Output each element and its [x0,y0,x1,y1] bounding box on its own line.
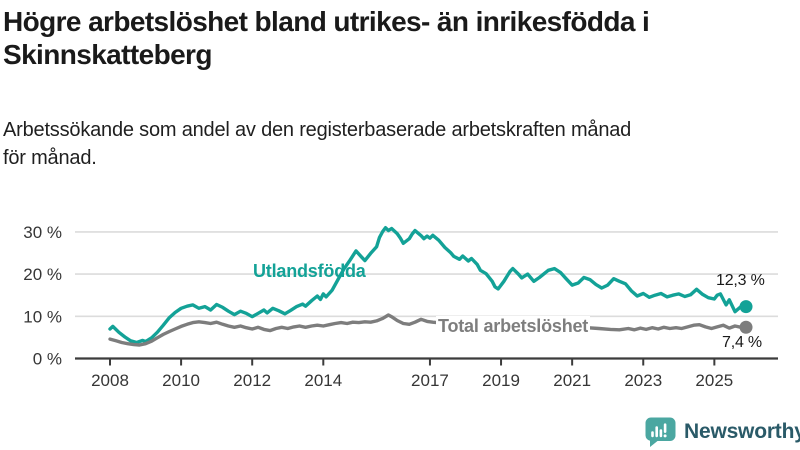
subtitle-line-2: för månad. [3,147,97,169]
title-line-1: Högre arbetslöshet bland utrikes- än inr… [3,6,650,37]
line-total-arbetsloshet [108,313,743,347]
x-axis [75,357,778,366]
page-title: Högre arbetslöshet bland utrikes- än inr… [3,5,793,71]
x-tick-label-2008: 2008 [91,371,129,390]
x-tick-label-2012: 2012 [233,371,271,390]
x-tick-label-2014: 2014 [304,371,342,390]
series-end-dots [739,300,753,334]
x-tick-label-2021: 2021 [553,371,591,390]
newsworthy-wordmark: Newsworthy [684,420,800,443]
x-tick-label-2010: 2010 [162,371,200,390]
bar-chart-speech-bubble-icon [645,417,676,447]
series-label-total-arbetsloshet: Total arbetslöshet [436,316,591,337]
axis-tick-labels: 2008 2010 2012 2014 2017 2019 2021 2023 2025 0 % 1… [23,223,733,390]
y-tick-label-10: 10 % [23,307,62,326]
title-line-2: Skinnskatteberg [3,39,212,70]
y-tick-label-0: 0 % [33,350,62,369]
gridlines [75,231,778,318]
series-lines [108,225,743,347]
x-tick-label-2019: 2019 [482,371,520,390]
subtitle-line-1: Arbetssökande som andel av den registerb… [3,119,632,141]
x-tick-label-2025: 2025 [695,371,733,390]
chart-subtitle: Arbetssökande som andel av den registerb… [3,116,793,172]
end-dot-total-arbetsloshet [739,320,753,334]
newsworthy-logo: Newsworthy [643,416,800,448]
x-tick-label-2023: 2023 [624,371,662,390]
y-tick-label-20: 20 % [23,265,62,284]
end-value-label-utlandsfodda: 12,3 % [716,272,765,289]
x-tick-label-2017: 2017 [411,371,449,390]
end-dot-utlandsfodda [739,300,753,314]
line-utlandsfodda [108,225,743,345]
series-label-utlandsfodda: Utlandsfödda [253,261,366,281]
end-value-label-total: 7,4 % [722,334,762,351]
y-tick-label-30: 30 % [23,223,62,242]
